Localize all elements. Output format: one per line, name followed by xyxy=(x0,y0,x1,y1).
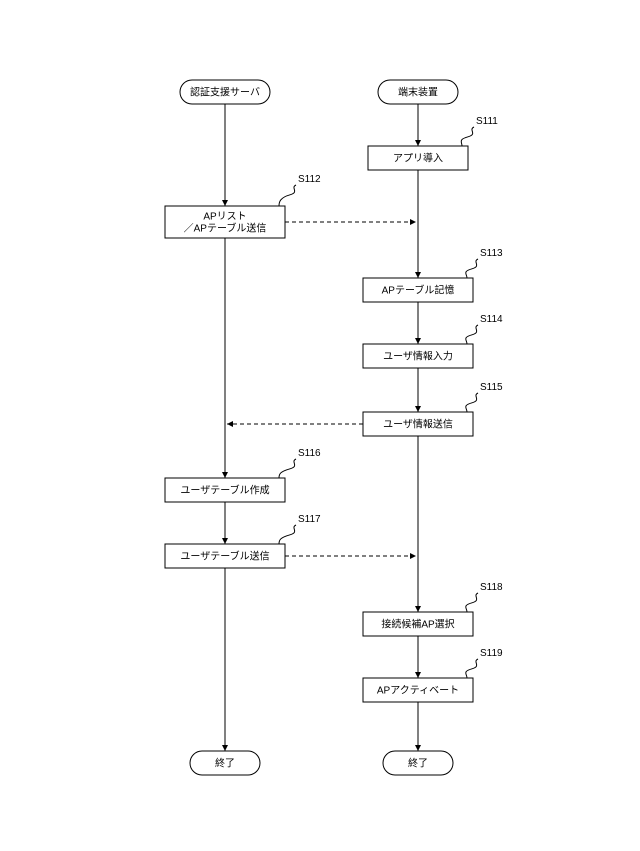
svg-text:S116: S116 xyxy=(298,448,321,459)
step-curl xyxy=(466,325,478,344)
svg-text:S112: S112 xyxy=(298,174,321,185)
svg-text:APリスト: APリスト xyxy=(203,212,246,223)
svg-text:接続候補AP選択: 接続候補AP選択 xyxy=(381,618,454,631)
terminal-left_end: 終了 xyxy=(190,751,260,775)
svg-text:認証支援サーバ: 認証支援サーバ xyxy=(190,86,260,99)
terminal-right_end: 終了 xyxy=(383,751,453,775)
terminal-right_start: 端末装置 xyxy=(378,80,458,104)
node-s119: APアクティベート S119 xyxy=(363,648,503,702)
svg-text:ユーザテーブル作成: ユーザテーブル作成 xyxy=(180,484,269,497)
svg-text:S118: S118 xyxy=(480,582,503,593)
svg-text:APテーブル記憶: APテーブル記憶 xyxy=(382,284,455,297)
svg-text:S114: S114 xyxy=(480,314,503,325)
svg-text:S115: S115 xyxy=(480,382,503,393)
svg-text:終了: 終了 xyxy=(215,757,235,770)
step-curl xyxy=(466,659,478,678)
svg-text:S111: S111 xyxy=(476,116,498,127)
node-s113: APテーブル記憶 S113 xyxy=(363,248,503,302)
step-curl xyxy=(279,459,296,478)
node-s112: APリスト／APテーブル送信 S112 xyxy=(165,174,321,238)
node-s114: ユーザ情報入力 S114 xyxy=(363,314,503,368)
svg-text:ユーザテーブル送信: ユーザテーブル送信 xyxy=(180,550,269,563)
terminal-left_start: 認証支援サーバ xyxy=(180,80,270,104)
svg-text:／APテーブル送信: ／APテーブル送信 xyxy=(184,222,267,235)
svg-text:S117: S117 xyxy=(298,514,321,525)
node-s118: 接続候補AP選択 S118 xyxy=(363,582,503,636)
svg-text:ユーザ情報入力: ユーザ情報入力 xyxy=(383,350,453,363)
step-curl xyxy=(466,393,478,412)
step-curl xyxy=(466,593,478,612)
node-s116: ユーザテーブル作成 S116 xyxy=(165,448,321,502)
node-s111: アプリ導入 S111 xyxy=(368,116,498,170)
svg-text:APアクティベート: APアクティベート xyxy=(377,685,459,697)
svg-text:S119: S119 xyxy=(480,648,503,659)
node-s115: ユーザ情報送信 S115 xyxy=(363,382,503,436)
step-curl xyxy=(466,259,478,278)
svg-text:端末装置: 端末装置 xyxy=(398,86,438,99)
step-curl xyxy=(279,525,296,544)
svg-text:アプリ導入: アプリ導入 xyxy=(393,152,443,165)
step-curl xyxy=(279,185,296,206)
node-s117: ユーザテーブル送信 S117 xyxy=(165,514,321,568)
step-curl xyxy=(461,127,474,146)
svg-text:ユーザ情報送信: ユーザ情報送信 xyxy=(383,418,453,431)
svg-text:終了: 終了 xyxy=(408,757,428,770)
svg-text:S113: S113 xyxy=(480,248,503,259)
